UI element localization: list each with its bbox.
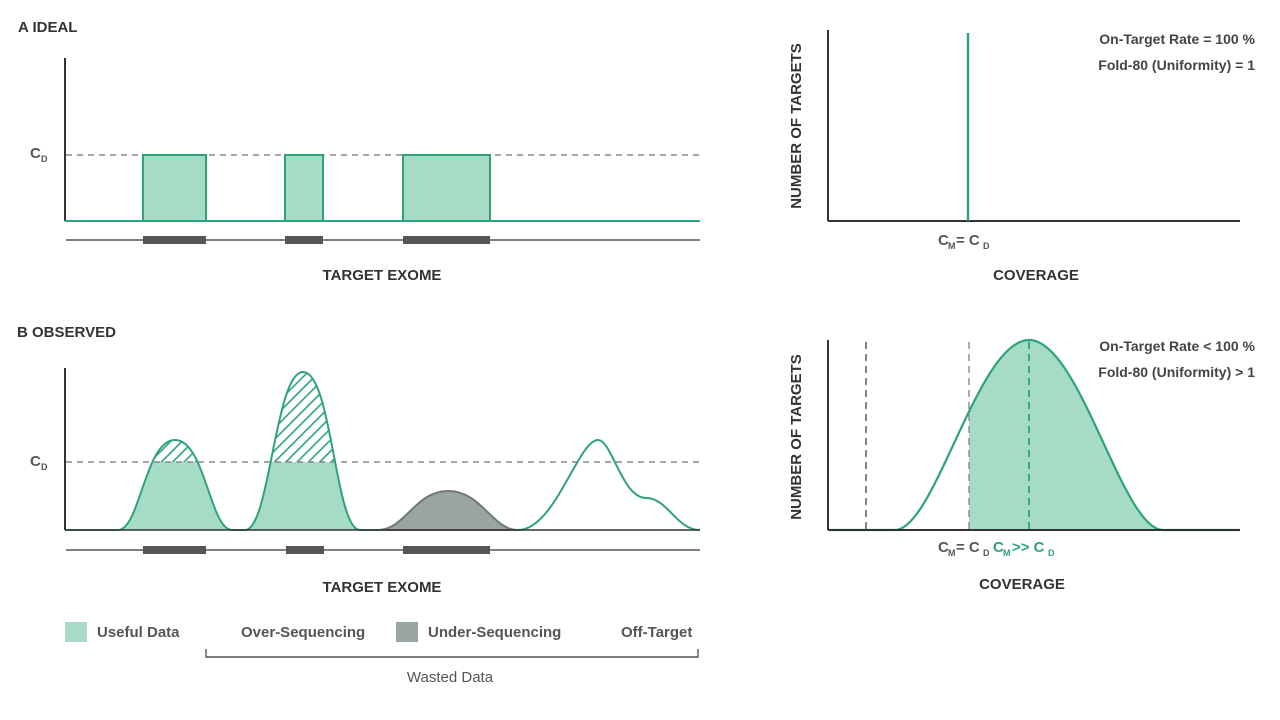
- peak-2-useful-fill: [245, 462, 360, 530]
- panel-a-annotation-fold80: Fold-80 (Uniformity) = 1: [1098, 57, 1255, 73]
- panel-a-hist-x-label: COVERAGE: [993, 267, 1079, 284]
- panel-b-title: B OBSERVED: [17, 324, 116, 341]
- cd-subscript: D: [983, 548, 990, 558]
- panel-b-annotation-on-target: On-Target Rate < 100 %: [1099, 338, 1255, 354]
- coverage-distribution-curve: [828, 338, 1240, 532]
- panel-a-hist-y-label: NUMBER OF TARGETS: [788, 43, 805, 209]
- target-region-bar: [403, 236, 490, 244]
- target-region-bar: [143, 236, 206, 244]
- cd-subscript: D: [983, 241, 990, 251]
- panel-b-cd-label: C D: [30, 453, 48, 472]
- panel-a-hist-tick-label: C M = C D: [938, 232, 990, 251]
- gg-cd: >> C: [1012, 539, 1045, 556]
- eq-cd: = C: [956, 539, 980, 556]
- legend-over-label: Over-Sequencing: [241, 624, 365, 641]
- ideal-block-1: [142, 154, 207, 222]
- cd-label-subscript: D: [41, 154, 48, 164]
- cm-letter: C: [938, 232, 949, 249]
- panel-b-hist-y-label: NUMBER OF TARGETS: [788, 354, 805, 520]
- cm-subscript: M: [1003, 548, 1011, 558]
- target-region-bar: [286, 546, 324, 554]
- ideal-block-2: [284, 154, 324, 222]
- coverage-distribution-fill: [969, 340, 1240, 530]
- off-target-coverage-curve: [517, 438, 701, 531]
- target-region-bar: [143, 546, 206, 554]
- observed-coverage-curve: [65, 370, 378, 531]
- eq-cd: = C: [956, 232, 980, 249]
- cm-subscript: M: [948, 241, 956, 251]
- panel-b-hist-tick-label-cm: C M >> C D: [993, 539, 1055, 558]
- ideal-block-3: [402, 154, 491, 222]
- legend-wasted-label: Wasted Data: [407, 669, 494, 686]
- panel-a-x-label: TARGET EXOME: [323, 267, 442, 284]
- cd-subscript: D: [1048, 548, 1055, 558]
- panel-b-x-label: TARGET EXOME: [323, 579, 442, 596]
- cd-label-letter: C: [30, 145, 41, 162]
- panel-a-cd-label: C D: [30, 145, 48, 164]
- cd-label-subscript: D: [41, 462, 48, 472]
- wasted-data-bracket: [205, 649, 699, 658]
- panel-a-title: A IDEAL: [18, 19, 77, 36]
- cm-letter: C: [993, 539, 1004, 556]
- panel-a-annotation-on-target: On-Target Rate = 100 %: [1099, 31, 1255, 47]
- legend-under-swatch: [396, 622, 418, 642]
- legend-useful-label: Useful Data: [97, 624, 180, 641]
- cm-letter: C: [938, 539, 949, 556]
- target-region-bar: [403, 546, 490, 554]
- legend-useful-swatch: [65, 622, 87, 642]
- cm-subscript: M: [948, 548, 956, 558]
- cd-label-letter: C: [30, 453, 41, 470]
- panel-b-annotation-fold80: Fold-80 (Uniformity) > 1: [1098, 364, 1255, 380]
- panel-b-hist-x-label: COVERAGE: [979, 576, 1065, 593]
- target-region-bar: [285, 236, 323, 244]
- peak-3-under-sequencing: [377, 489, 519, 531]
- coverage-distribution-unfilled: [828, 411, 969, 530]
- legend-under-label: Under-Sequencing: [428, 624, 561, 641]
- panel-b-hist-tick-label-cd: C M = C D: [938, 539, 990, 558]
- legend-off-label: Off-Target: [621, 624, 692, 641]
